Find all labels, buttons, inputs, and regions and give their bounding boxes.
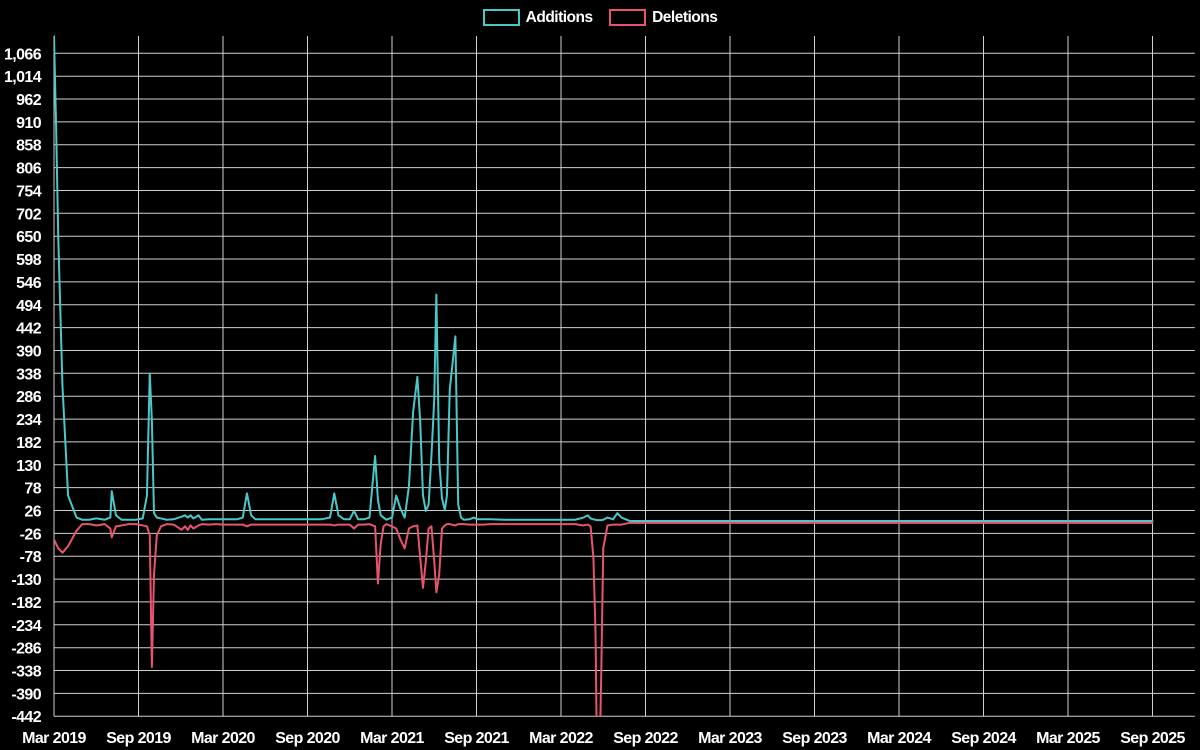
svg-text:-442: -442 — [11, 709, 41, 726]
svg-text:182: 182 — [16, 435, 42, 452]
svg-text:Mar 2021: Mar 2021 — [360, 730, 424, 747]
svg-text:Mar 2022: Mar 2022 — [529, 730, 593, 747]
svg-text:Sep 2024: Sep 2024 — [951, 730, 1016, 747]
svg-text:-286: -286 — [11, 641, 41, 658]
svg-text:-130: -130 — [11, 572, 41, 589]
svg-text:598: 598 — [16, 252, 42, 269]
svg-text:-182: -182 — [11, 595, 41, 612]
svg-text:754: 754 — [16, 184, 42, 201]
svg-text:-234: -234 — [11, 618, 41, 635]
svg-text:Mar 2023: Mar 2023 — [698, 730, 762, 747]
svg-text:Mar 2025: Mar 2025 — [1036, 730, 1100, 747]
svg-text:-78: -78 — [20, 549, 42, 566]
svg-text:Sep 2019: Sep 2019 — [106, 730, 171, 747]
svg-text:Sep 2020: Sep 2020 — [275, 730, 340, 747]
svg-text:Mar 2020: Mar 2020 — [191, 730, 255, 747]
svg-text:962: 962 — [16, 92, 42, 109]
svg-text:1,066: 1,066 — [4, 46, 42, 63]
svg-text:Mar 2019: Mar 2019 — [22, 730, 86, 747]
svg-text:286: 286 — [16, 389, 42, 406]
svg-text:650: 650 — [16, 229, 42, 246]
svg-text:-390: -390 — [11, 686, 41, 703]
svg-text:338: 338 — [16, 366, 42, 383]
svg-text:-338: -338 — [11, 664, 41, 681]
svg-text:806: 806 — [16, 161, 42, 178]
svg-text:Sep 2021: Sep 2021 — [444, 730, 509, 747]
svg-text:Sep 2022: Sep 2022 — [613, 730, 678, 747]
svg-text:494: 494 — [16, 298, 42, 315]
svg-text:78: 78 — [24, 481, 41, 498]
svg-text:702: 702 — [16, 206, 42, 223]
svg-text:130: 130 — [16, 458, 42, 475]
svg-text:390: 390 — [16, 344, 42, 361]
svg-text:Mar 2024: Mar 2024 — [867, 730, 931, 747]
svg-text:26: 26 — [24, 504, 41, 521]
svg-text:442: 442 — [16, 321, 42, 338]
svg-text:-26: -26 — [20, 526, 42, 543]
svg-text:546: 546 — [16, 275, 42, 292]
svg-text:234: 234 — [16, 412, 42, 429]
svg-text:Sep 2023: Sep 2023 — [782, 730, 847, 747]
svg-text:Sep 2025: Sep 2025 — [1120, 730, 1185, 747]
svg-text:1,014: 1,014 — [4, 69, 42, 86]
svg-text:858: 858 — [16, 138, 42, 155]
svg-text:910: 910 — [16, 115, 42, 132]
